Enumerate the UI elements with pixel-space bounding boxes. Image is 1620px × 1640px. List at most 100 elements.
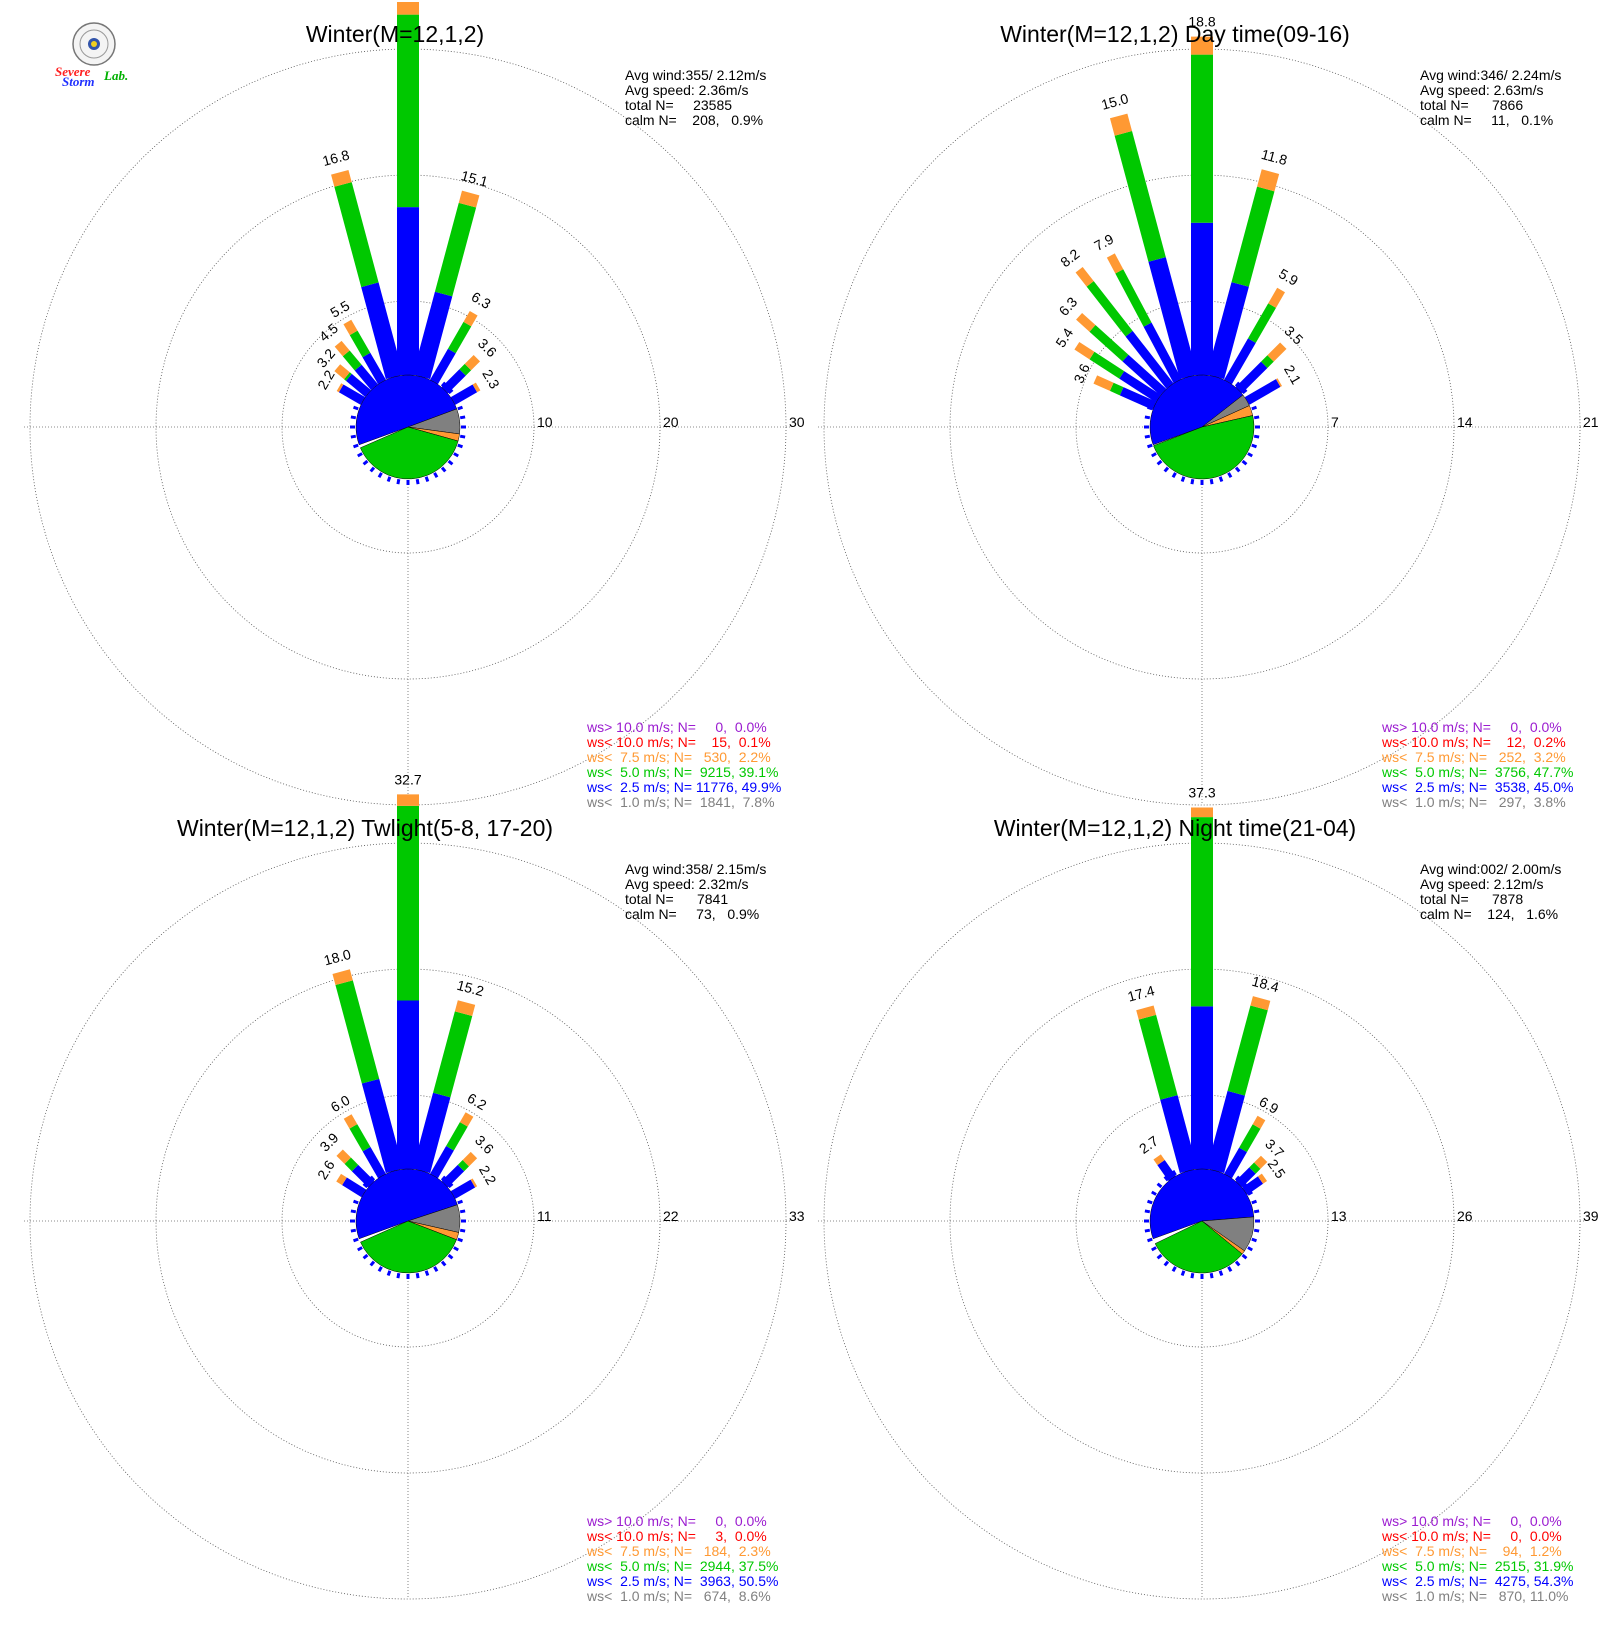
minor-direction-bar [1171, 472, 1177, 478]
direction-bar-green [433, 1011, 473, 1098]
direction-bar-orange [1153, 1154, 1165, 1166]
legend-entry-orange: ws< 7.5 m/s; N= 530, 2.2% [586, 749, 771, 765]
direction-bar-label: 18.4 [1250, 973, 1281, 996]
minor-direction-bar [377, 472, 383, 478]
ring-label: 20 [663, 414, 679, 430]
minor-direction-bar [1253, 1209, 1260, 1214]
logo-severe-text: Severe [55, 64, 91, 79]
stat-calm: calm N= 73, 0.9% [625, 906, 759, 922]
direction-bar-blue [1160, 1095, 1198, 1174]
ring-label: 7 [1331, 414, 1339, 430]
direction-bar-orange [336, 1149, 351, 1164]
minor-direction-bar [1146, 1199, 1153, 1205]
ring-label: 10 [537, 414, 553, 430]
direction-bar-green [1247, 303, 1276, 343]
minor-direction-bar [1247, 1190, 1253, 1196]
legend-entry-orange: ws< 7.5 m/s; N= 184, 2.3% [586, 1543, 771, 1559]
direction-bar-blue [1235, 361, 1268, 394]
minor-direction-bar [1163, 1260, 1170, 1267]
ring-label: 21 [1583, 414, 1599, 430]
minor-direction-bar [369, 466, 376, 473]
legend-entry-gray: ws< 1.0 m/s; N= 297, 3.8% [1381, 794, 1566, 810]
legend-entry-green: ws< 5.0 m/s; N= 2944, 37.5% [586, 1558, 778, 1574]
direction-bar-blue [1125, 330, 1174, 389]
stat-avg-wind: Avg wind:002/ 2.00m/s [1420, 861, 1561, 877]
direction-bar-green [335, 980, 380, 1084]
minor-direction-bar [357, 452, 363, 458]
direction-bar-orange [343, 1114, 358, 1129]
range-ring [29, 48, 787, 806]
legend-entry-purple: ws> 10.0 m/s; N= 0, 0.0% [586, 1513, 767, 1529]
minor-direction-bar [1253, 434, 1260, 439]
direction-bar-orange [1074, 341, 1095, 360]
direction-bar-orange [1250, 996, 1271, 1011]
minor-direction-bar [459, 1228, 466, 1233]
ring-label: 14 [1457, 414, 1473, 430]
minor-direction-bar [433, 472, 439, 478]
legend-entry-blue: ws< 2.5 m/s; N= 4275, 54.3% [1381, 1573, 1573, 1589]
minor-direction-bar [1156, 1253, 1163, 1260]
minor-direction-bar [457, 405, 464, 411]
legend-entry-red: ws< 10.0 m/s; N= 15, 0.1% [586, 734, 771, 750]
direction-bar-orange [1257, 169, 1280, 192]
direction-bar-orange [336, 383, 344, 393]
direction-bar-green [1115, 269, 1152, 327]
range-ring [155, 174, 661, 680]
minor-direction-bar [457, 1237, 464, 1243]
calm-pie-slice-blue [355, 1168, 458, 1240]
minor-direction-bar [362, 1182, 369, 1189]
direction-bar-orange [1275, 378, 1283, 387]
minor-direction-bar [1234, 381, 1241, 388]
logo-seal-ring [79, 29, 109, 59]
minor-direction-bar [352, 443, 359, 449]
direction-bar-blue [441, 369, 466, 394]
minor-direction-bar [1247, 452, 1253, 458]
calm-pie-slice-blue [355, 374, 458, 446]
minor-direction-bar [1171, 1170, 1177, 1176]
minor-direction-bar [1156, 1182, 1163, 1189]
legend-entry-red: ws< 10.0 m/s; N= 3, 0.0% [586, 1528, 767, 1544]
logo-storm-text: Storm [62, 74, 95, 89]
direction-bar-blue [430, 1146, 454, 1179]
minor-direction-bar [1144, 434, 1151, 439]
direction-bar-blue [1148, 257, 1198, 380]
minor-direction-bar [1253, 1228, 1260, 1233]
direction-bar-blue [1143, 322, 1182, 384]
legend-entry-purple: ws> 10.0 m/s; N= 0, 0.0% [1381, 719, 1562, 735]
direction-bar-blue [338, 384, 366, 405]
direction-bar-blue [342, 1177, 367, 1198]
direction-bar-orange [334, 340, 350, 357]
ring-label: 22 [663, 1208, 679, 1224]
stat-total: total N= 23585 [625, 97, 732, 113]
legend-entry-gray: ws< 1.0 m/s; N= 870, 11.0% [1381, 1588, 1569, 1604]
panels: 10203029.616.815.16.33.62.35.54.53.22.2W… [24, 2, 1599, 1604]
minor-direction-bar [1209, 478, 1214, 485]
range-ring [949, 174, 1455, 680]
direction-bar-green [1231, 186, 1275, 287]
panel-title: Winter(M=12,1,2) Day time(09-16) [1000, 21, 1350, 47]
direction-bar-orange [1075, 266, 1094, 287]
direction-bar-green [342, 350, 362, 371]
legend-entry-orange: ws< 7.5 m/s; N= 94, 1.2% [1381, 1543, 1562, 1559]
legend-entry-gray: ws< 1.0 m/s; N= 1841, 7.8% [586, 794, 775, 810]
direction-bar-green [1114, 131, 1166, 262]
minor-direction-bar [1247, 1246, 1253, 1252]
ring-label: 26 [1457, 1208, 1473, 1224]
direction-bar-blue [354, 364, 379, 391]
minor-direction-bar [447, 459, 454, 466]
minor-direction-bar [457, 443, 464, 449]
stat-avg-speed: Avg speed: 2.32m/s [625, 876, 748, 892]
panel-title: Winter(M=12,1,2) Night time(21-04) [994, 815, 1356, 841]
ring-label: 13 [1331, 1208, 1347, 1224]
minor-direction-bar [1151, 1246, 1157, 1252]
minor-direction-bar [369, 1260, 376, 1267]
direction-bar-blue [1224, 1147, 1247, 1179]
minor-direction-bar [1253, 415, 1260, 420]
minor-direction-bar [1234, 1175, 1241, 1182]
minor-direction-bar [440, 1175, 447, 1182]
minor-direction-bar [447, 388, 454, 395]
minor-direction-bar [440, 466, 447, 473]
minor-direction-bar [1163, 466, 1170, 473]
